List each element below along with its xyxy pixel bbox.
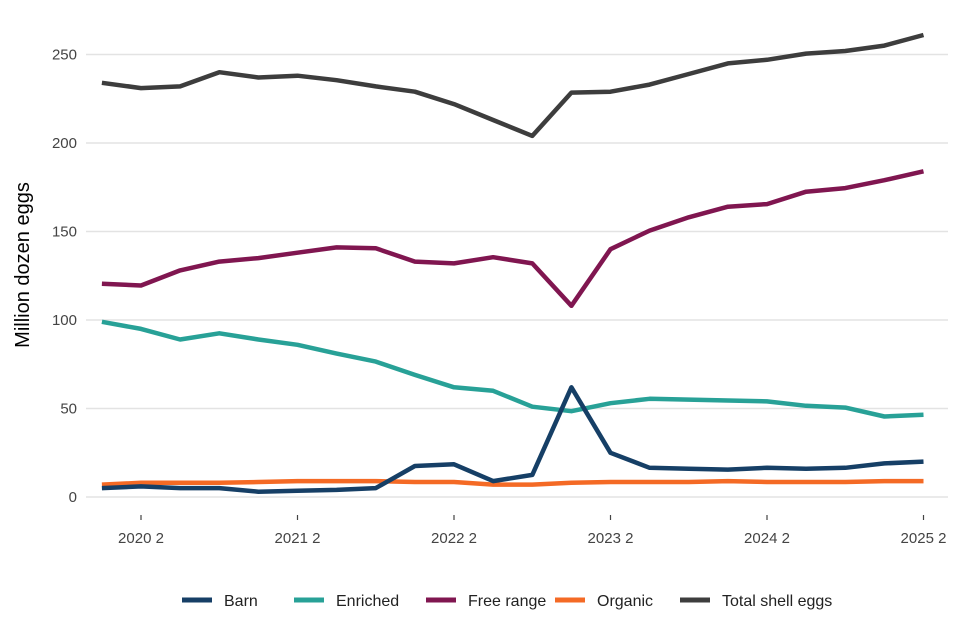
series-line-free-range xyxy=(101,169,924,309)
y-tick-label: 200 xyxy=(52,135,77,152)
y-tick-label: 50 xyxy=(60,401,77,418)
x-tick-label: 2023 2 xyxy=(588,530,634,547)
legend: Barn Enriched Free range Organic Total shell… xyxy=(182,593,832,610)
x-tick-label: 2024 2 xyxy=(744,530,790,547)
y-tick-label: 250 xyxy=(52,47,77,64)
gridlines xyxy=(86,53,948,498)
series-line-enriched xyxy=(101,319,924,419)
y-tick-label: 100 xyxy=(52,312,77,329)
legend-label: Free range xyxy=(468,593,546,610)
y-tick-label: 0 xyxy=(69,489,77,506)
legend-label: Total shell eggs xyxy=(722,593,832,610)
legend-label: Organic xyxy=(597,593,653,610)
x-tick-label: 2020 2 xyxy=(118,530,164,547)
series-line-organic xyxy=(101,478,924,487)
series-line-total-shell-eggs xyxy=(101,32,925,139)
series-lines xyxy=(101,32,925,494)
y-axis-title: Million dozen eggs xyxy=(12,182,34,348)
x-tick-label: 2022 2 xyxy=(431,530,477,547)
x-tick-label: 2025 2 xyxy=(901,530,947,547)
x-axis-ticks: 2020 2 2021 2 2022 2 2023 2 2024 2 2025 2 xyxy=(118,515,946,547)
y-tick-label: 150 xyxy=(52,224,77,241)
series-line-barn xyxy=(101,385,924,494)
legend-label: Barn xyxy=(224,593,258,610)
legend-label: Enriched xyxy=(336,593,399,610)
y-axis-ticks: 0 50 100 150 200 250 xyxy=(52,47,77,507)
x-tick-label: 2021 2 xyxy=(275,530,321,547)
